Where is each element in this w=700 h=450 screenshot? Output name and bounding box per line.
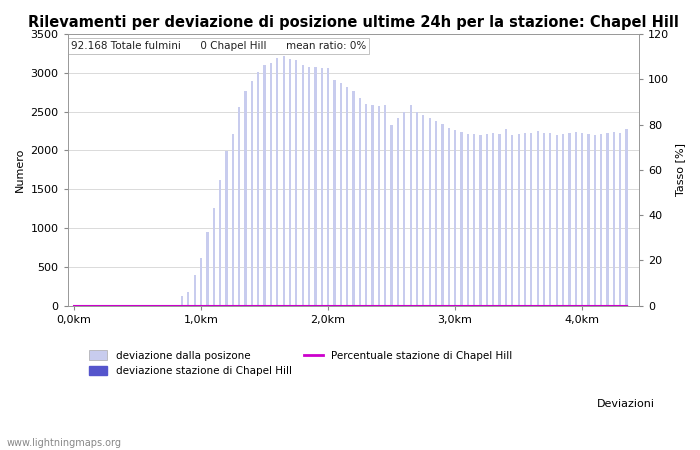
Bar xyxy=(384,105,386,306)
Bar xyxy=(244,91,246,306)
Bar xyxy=(575,132,577,306)
Bar xyxy=(365,104,368,306)
Bar xyxy=(467,134,469,306)
Bar xyxy=(327,68,329,306)
Bar xyxy=(352,91,355,306)
Bar xyxy=(346,87,349,306)
Bar xyxy=(422,116,424,306)
Bar xyxy=(441,124,444,306)
Text: 92.168 Totale fulmini      0 Chapel Hill      mean ratio: 0%: 92.168 Totale fulmini 0 Chapel Hill mean… xyxy=(71,41,366,51)
Text: Deviazioni: Deviazioni xyxy=(596,399,654,409)
Bar xyxy=(568,133,570,306)
Bar xyxy=(276,58,279,306)
Bar xyxy=(378,106,380,306)
Title: Rilevamenti per deviazione di posizione ultime 24h per la stazione: Chapel Hill: Rilevamenti per deviazione di posizione … xyxy=(28,15,679,30)
Bar xyxy=(314,68,316,306)
Bar xyxy=(505,129,507,306)
Bar xyxy=(340,83,342,306)
Bar xyxy=(181,296,183,306)
Bar xyxy=(200,258,202,306)
Bar xyxy=(194,275,196,306)
Bar xyxy=(416,112,418,306)
Bar xyxy=(225,151,228,306)
Bar xyxy=(524,133,526,306)
Bar xyxy=(600,134,602,306)
Bar xyxy=(473,134,475,306)
Bar xyxy=(543,133,545,306)
Bar xyxy=(530,133,533,306)
Bar xyxy=(263,65,266,306)
Bar xyxy=(188,292,190,306)
Bar xyxy=(302,65,304,306)
Bar xyxy=(289,59,291,306)
Bar xyxy=(594,135,596,306)
Bar xyxy=(537,131,539,306)
Bar xyxy=(333,80,335,306)
Legend: deviazione dalla posizone, deviazione stazione di Chapel Hill, Percentuale stazi: deviazione dalla posizone, deviazione st… xyxy=(84,346,517,380)
Bar xyxy=(511,135,513,306)
Bar xyxy=(270,63,272,306)
Bar xyxy=(283,56,285,306)
Bar xyxy=(562,134,564,306)
Bar xyxy=(517,134,519,306)
Bar xyxy=(428,118,430,306)
Bar xyxy=(556,135,558,306)
Bar xyxy=(612,132,615,306)
Bar xyxy=(206,232,209,306)
Bar xyxy=(454,130,456,306)
Bar xyxy=(448,128,450,306)
Bar xyxy=(550,133,552,306)
Bar xyxy=(587,134,589,306)
Bar xyxy=(391,125,393,306)
Bar xyxy=(461,132,463,306)
Bar xyxy=(372,104,374,306)
Bar xyxy=(606,133,608,306)
Bar xyxy=(397,118,399,306)
Bar xyxy=(486,134,488,306)
Bar xyxy=(238,107,240,306)
Bar xyxy=(213,208,215,306)
Bar xyxy=(308,67,310,306)
Bar xyxy=(251,81,253,306)
Bar xyxy=(498,134,500,306)
Bar xyxy=(219,180,221,306)
Bar xyxy=(232,134,234,306)
Bar xyxy=(321,68,323,306)
Bar xyxy=(492,133,494,306)
Bar xyxy=(626,129,628,306)
Bar xyxy=(403,112,405,306)
Bar xyxy=(435,121,438,306)
Bar xyxy=(295,60,298,306)
Bar xyxy=(619,133,622,306)
Bar xyxy=(257,72,259,306)
Y-axis label: Numero: Numero xyxy=(15,148,25,192)
Bar xyxy=(358,98,361,306)
Bar xyxy=(480,135,482,306)
Bar xyxy=(410,104,412,306)
Text: www.lightningmaps.org: www.lightningmaps.org xyxy=(7,438,122,448)
Bar xyxy=(581,133,583,306)
Y-axis label: Tasso [%]: Tasso [%] xyxy=(675,144,685,196)
